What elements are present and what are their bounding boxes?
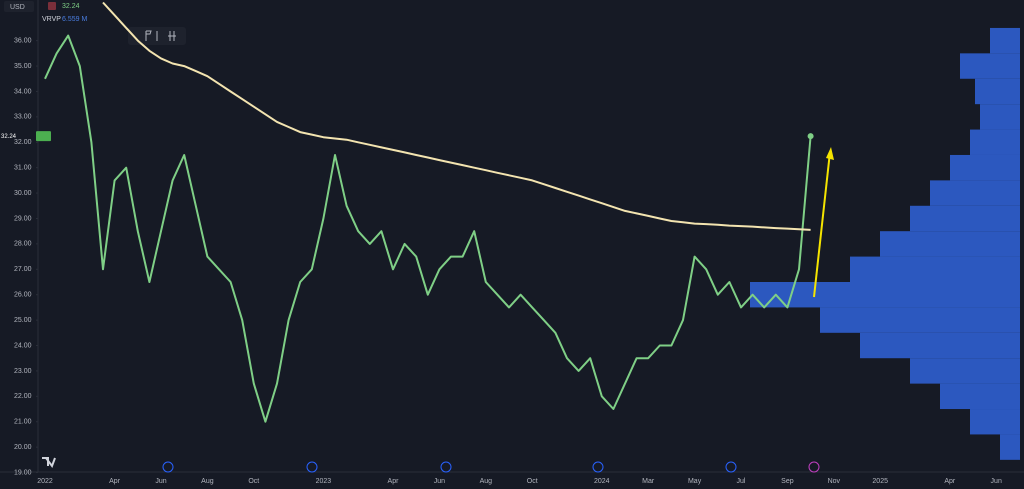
y-tick-label: 31.00 bbox=[14, 165, 32, 172]
y-tick-label: 22.00 bbox=[14, 393, 32, 400]
y-tick-label: 36.00 bbox=[14, 37, 32, 44]
y-tick-label: 27.00 bbox=[14, 266, 32, 273]
price-tag bbox=[36, 131, 51, 142]
x-tick-label: Apr bbox=[388, 478, 400, 485]
volume-bar bbox=[1000, 434, 1020, 460]
volume-bar bbox=[970, 409, 1020, 435]
y-tick-label: 23.00 bbox=[14, 368, 32, 375]
x-tick-label: Oct bbox=[248, 478, 259, 485]
y-tick-label: 33.00 bbox=[14, 114, 32, 121]
x-tick-label: Jun bbox=[434, 478, 445, 485]
x-tick-label: Aug bbox=[480, 478, 493, 485]
y-tick-label: 34.00 bbox=[14, 88, 32, 95]
volume-bar bbox=[950, 154, 1020, 181]
y-tick-label: 30.00 bbox=[14, 190, 32, 197]
volume-bar bbox=[860, 332, 1020, 359]
indicator-name: VRVP bbox=[42, 16, 61, 23]
x-tick-label: Oct bbox=[527, 478, 538, 485]
x-tick-label: Jun bbox=[155, 478, 166, 485]
toolbar-icons bbox=[145, 30, 176, 41]
volume-bar bbox=[975, 78, 1020, 105]
x-tick-label: Nov bbox=[828, 478, 841, 485]
y-tick-label: 19.00 bbox=[14, 469, 32, 476]
volume-bar bbox=[850, 256, 1020, 282]
legend-swatch bbox=[48, 2, 56, 10]
y-tick-label: 32.00 bbox=[14, 139, 32, 146]
legend-price: 32.24 bbox=[62, 3, 80, 10]
y-tick-label: 24.00 bbox=[14, 342, 32, 349]
logo bbox=[42, 457, 56, 469]
x-tick-label: Mar bbox=[642, 478, 655, 485]
x-tick-label: Aug bbox=[201, 478, 214, 485]
volume-bar bbox=[910, 358, 1020, 384]
volume-bar bbox=[990, 27, 1020, 54]
currency[interactable]: USD bbox=[10, 4, 25, 11]
volume-bar bbox=[930, 180, 1020, 206]
volume-bar bbox=[820, 307, 1020, 333]
y-tick-label: 21.00 bbox=[14, 419, 32, 426]
annotation-arrow bbox=[813, 151, 831, 298]
x-tick-label: 2022 bbox=[37, 478, 53, 485]
price-tag-label: 32.24 bbox=[1, 134, 17, 140]
volume-bar bbox=[940, 383, 1020, 410]
volume-bar bbox=[750, 282, 1020, 308]
price-line bbox=[102, 1, 811, 231]
price-line bbox=[44, 34, 812, 423]
x-tick-label: 2024 bbox=[594, 478, 610, 485]
x-tick-label: Sep bbox=[781, 478, 794, 485]
x-tick-label: Jul bbox=[737, 478, 746, 485]
volume-bar bbox=[910, 205, 1020, 232]
last-price-dot bbox=[807, 133, 814, 140]
indicator-value: 6.559 M bbox=[62, 16, 87, 23]
volume-bar bbox=[880, 231, 1020, 257]
currency-button[interactable] bbox=[4, 1, 34, 12]
volume-bar bbox=[970, 129, 1020, 155]
x-tick-label: Jun bbox=[991, 478, 1002, 485]
x-tick-label: Apr bbox=[944, 478, 956, 485]
volume-bar bbox=[980, 104, 1020, 130]
x-tick-label: 2025 bbox=[872, 478, 888, 485]
x-tick-label: 2023 bbox=[316, 478, 332, 485]
y-tick-label: 25.00 bbox=[14, 317, 32, 324]
x-tick-label: May bbox=[688, 478, 702, 485]
y-tick-label: 26.00 bbox=[14, 292, 32, 299]
volume-bar bbox=[960, 53, 1020, 79]
event-markers bbox=[162, 461, 820, 473]
x-tick-label: Apr bbox=[109, 478, 121, 485]
y-tick-label: 28.00 bbox=[14, 241, 32, 248]
annotation-arrowhead bbox=[826, 147, 834, 160]
y-tick-label: 35.00 bbox=[14, 63, 32, 70]
y-tick-label: 20.00 bbox=[14, 444, 32, 451]
y-tick-label: 29.00 bbox=[14, 215, 32, 222]
